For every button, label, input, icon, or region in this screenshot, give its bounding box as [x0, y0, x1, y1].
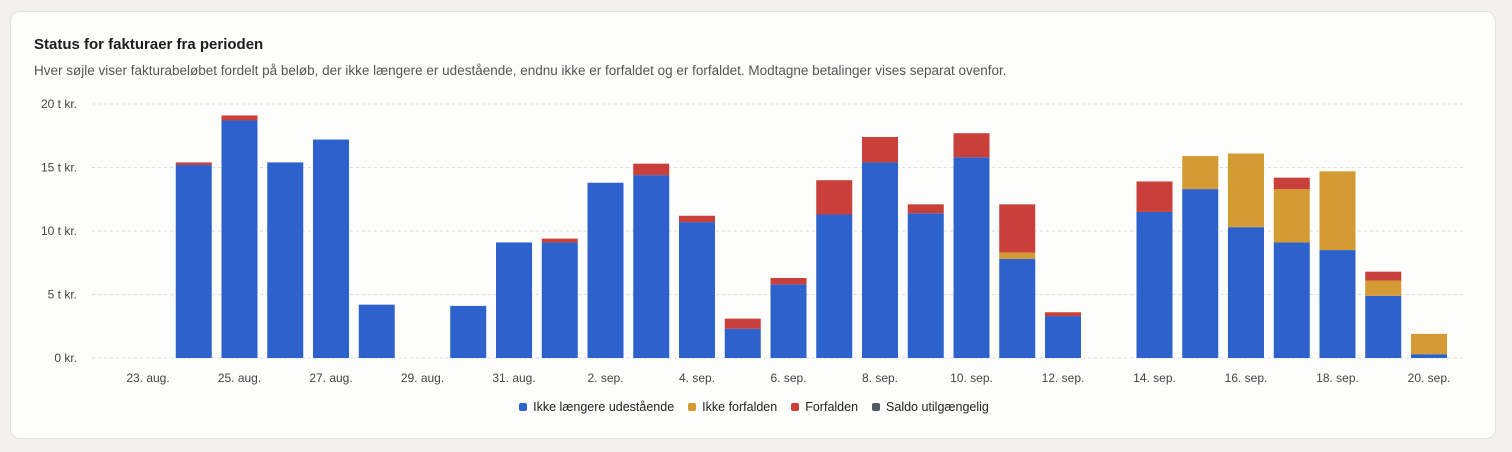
- bar-segment: [816, 180, 853, 215]
- bar-segment: [1228, 153, 1264, 228]
- bar-segment: [1411, 333, 1447, 355]
- y-tick-label: 15 t kr.: [41, 161, 77, 175]
- legend-swatch: [688, 403, 697, 411]
- x-tick-label: 2. sep.: [587, 371, 623, 385]
- bar-segment: [770, 277, 807, 285]
- bar-segment: [1365, 295, 1402, 358]
- bar-segment: [633, 163, 670, 176]
- chart-subtitle: Hver søjle viser fakturabeløbet fordelt …: [34, 63, 1007, 78]
- x-tick-label: 12. sep.: [1042, 371, 1085, 385]
- bar-segment: [953, 133, 990, 158]
- bar-segment: [999, 252, 1036, 259]
- bar-segment: [1273, 189, 1310, 243]
- bar-segment: [221, 120, 258, 358]
- y-tick-label: 10 t kr.: [41, 224, 77, 238]
- y-tick-label: 0 kr.: [54, 351, 77, 365]
- bar-segment: [541, 242, 578, 358]
- legend-label: Forfalden: [805, 400, 859, 414]
- bar-segment: [907, 213, 944, 358]
- bar-segment: [724, 328, 761, 358]
- bar-segment: [313, 139, 349, 358]
- x-tick-label: 18. sep.: [1316, 371, 1359, 385]
- legend-item[interactable]: Saldo utilgængelig: [872, 400, 989, 414]
- bar-segment: [1045, 316, 1081, 358]
- legend-label: Ikke forfalden: [702, 400, 778, 414]
- legend-item[interactable]: Ikke forfalden: [688, 400, 777, 414]
- bar-segment: [770, 284, 807, 358]
- bar-segment: [1411, 354, 1447, 358]
- bar-segment: [633, 175, 670, 358]
- x-tick-label: 29. aug.: [401, 371, 444, 385]
- x-tick-label: 31. aug.: [492, 371, 535, 385]
- x-tick-label: 4. sep.: [679, 371, 715, 385]
- bar-segment: [1182, 156, 1219, 190]
- bar-segment: [1319, 171, 1356, 251]
- x-tick-label: 23. aug.: [126, 371, 169, 385]
- bar-segment: [450, 305, 487, 358]
- bar-segment: [1365, 280, 1402, 296]
- stacked-bar-chart: 0 kr. 5 t kr. 10 t kr. 15 t kr. 20 t kr. 23. …: [41, 97, 1465, 385]
- bar-segment: [267, 162, 304, 358]
- bar-segment: [816, 214, 853, 358]
- legend-item[interactable]: Ikke længere udestående: [519, 400, 674, 414]
- bar-segment: [1182, 189, 1219, 358]
- x-tick-label: 8. sep.: [862, 371, 898, 385]
- x-tick-label: 6. sep.: [770, 371, 806, 385]
- y-tick-label: 20 t kr.: [41, 97, 77, 111]
- bar-segment: [999, 258, 1036, 358]
- x-tick-label: 25. aug.: [218, 371, 261, 385]
- bar-segment: [1365, 271, 1402, 281]
- bar-segment: [541, 238, 578, 243]
- bar-segment: [1273, 177, 1310, 190]
- bar-segment: [175, 164, 212, 358]
- x-tick-label: 10. sep.: [950, 371, 993, 385]
- y-tick-label: 5 t kr.: [48, 288, 77, 302]
- bar-segment: [953, 157, 990, 358]
- bar-segment: [862, 137, 898, 163]
- bar-segment: [907, 204, 944, 214]
- chart-legend: Ikke længere udestående Ikke forfalden For…: [11, 400, 1497, 414]
- bar-segment: [358, 304, 395, 358]
- bar-segment: [175, 162, 212, 165]
- bar-segment: [1136, 181, 1173, 212]
- legend-swatch: [519, 403, 528, 411]
- x-tick-label: 20. sep.: [1408, 371, 1451, 385]
- legend-label: Saldo utilgængelig: [886, 400, 989, 414]
- bar-segment: [1228, 227, 1264, 358]
- legend-label: Ikke længere udestående: [533, 400, 675, 414]
- bar-segment: [1273, 242, 1310, 358]
- legend-swatch: [872, 403, 881, 411]
- chart-title: Status for fakturaer fra perioden: [34, 36, 264, 53]
- bar-segment: [496, 242, 532, 358]
- bar-segment: [1319, 250, 1356, 358]
- x-tick-label: 27. aug.: [309, 371, 352, 385]
- bar-segment: [221, 115, 258, 121]
- legend-item[interactable]: Forfalden: [791, 400, 858, 414]
- bar-segment: [1045, 312, 1081, 317]
- bar-segment: [999, 204, 1036, 253]
- legend-swatch: [791, 403, 800, 411]
- x-tick-label: 14. sep.: [1133, 371, 1176, 385]
- x-tick-label: 16. sep.: [1225, 371, 1268, 385]
- bar-segment: [679, 215, 715, 223]
- bar-segment: [862, 162, 898, 358]
- bar-segment: [587, 182, 624, 358]
- bar-segment: [1136, 211, 1173, 358]
- bar-segment: [679, 222, 715, 358]
- chart-card: Status for fakturaer fra perioden Hver s…: [10, 11, 1496, 439]
- bar-segment: [724, 318, 761, 329]
